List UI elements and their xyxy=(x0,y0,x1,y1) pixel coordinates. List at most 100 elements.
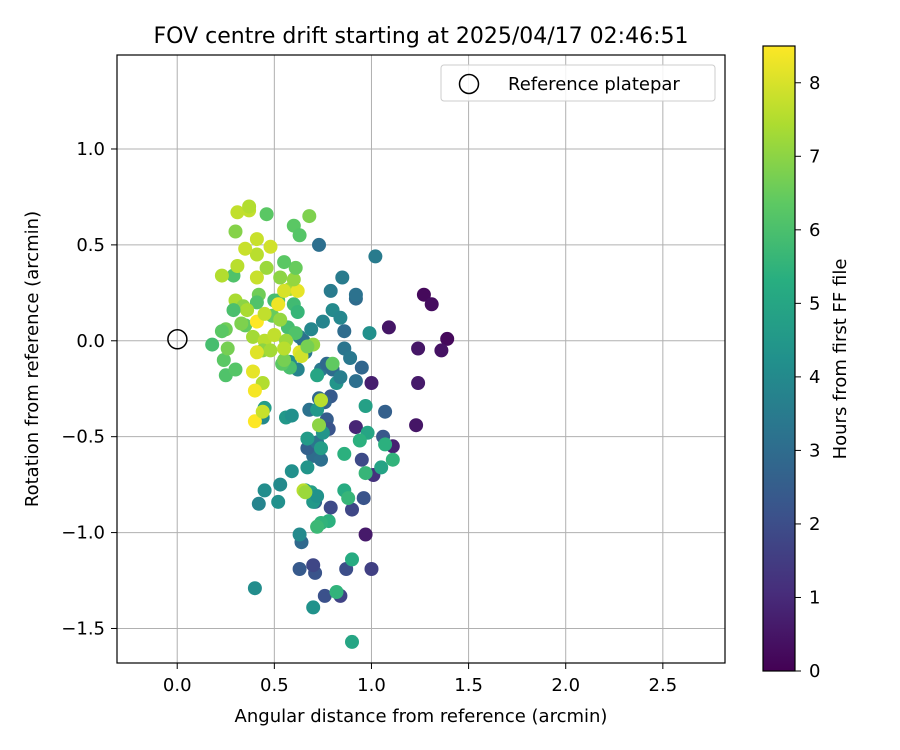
data-point xyxy=(317,588,332,603)
data-point xyxy=(362,326,377,341)
data-point xyxy=(273,270,288,285)
data-point xyxy=(228,362,243,377)
legend-reference-marker xyxy=(458,73,480,95)
data-point xyxy=(292,527,307,542)
data-point xyxy=(352,433,367,448)
colorbar-ticks: 0 1 2 3 4 5 6 7 8 xyxy=(795,73,820,682)
data-point xyxy=(251,496,266,511)
data-point xyxy=(312,237,326,252)
data-point xyxy=(249,232,264,247)
data-point xyxy=(286,272,301,287)
data-point xyxy=(343,351,358,365)
x-tick-label: 1.0 xyxy=(357,675,386,696)
plot-frame xyxy=(116,54,726,664)
data-points xyxy=(205,199,455,649)
data-point xyxy=(230,205,245,220)
data-point xyxy=(259,207,274,222)
data-point xyxy=(368,249,383,264)
colorbar-gradient xyxy=(762,45,796,672)
data-point xyxy=(358,527,373,542)
y-tick-label: 0.0 xyxy=(76,331,105,352)
data-point xyxy=(255,404,270,419)
data-point xyxy=(356,491,371,506)
colorbar-tick-label: 3 xyxy=(809,440,820,461)
data-point xyxy=(378,437,393,452)
data-point xyxy=(314,452,328,467)
data-point xyxy=(298,485,313,500)
data-point xyxy=(284,408,299,423)
data-point xyxy=(381,320,396,335)
legend: Reference platepar xyxy=(440,64,716,102)
x-tick-label: 2.0 xyxy=(551,675,580,696)
data-point xyxy=(249,270,264,285)
colorbar-tick-label: 0 xyxy=(809,661,820,682)
data-point xyxy=(333,370,348,385)
x-tick-label: 0.0 xyxy=(163,675,192,696)
data-point xyxy=(300,460,315,475)
data-point xyxy=(288,260,303,275)
data-point xyxy=(314,441,328,456)
data-point xyxy=(240,303,255,318)
data-point xyxy=(385,452,400,467)
data-point xyxy=(273,312,288,327)
data-point xyxy=(378,404,393,419)
data-point xyxy=(358,466,373,481)
data-point xyxy=(314,393,328,408)
y-tick-label: −1.5 xyxy=(61,618,105,639)
data-point xyxy=(345,552,359,567)
data-point xyxy=(354,360,369,375)
data-point xyxy=(364,562,379,576)
data-point xyxy=(364,376,379,390)
data-point xyxy=(310,489,325,504)
data-point xyxy=(247,414,262,429)
data-point xyxy=(271,297,286,312)
data-point xyxy=(292,228,307,243)
colorbar-tick-label: 5 xyxy=(809,293,820,314)
colorbar-tick-label: 8 xyxy=(809,73,820,94)
x-tick-label: 2.5 xyxy=(649,675,678,696)
data-point xyxy=(306,600,321,615)
data-point xyxy=(247,581,262,596)
data-point xyxy=(228,224,243,239)
data-point xyxy=(205,337,220,352)
data-point xyxy=(345,502,359,517)
data-point xyxy=(310,519,325,534)
data-point xyxy=(409,418,424,433)
colorbar-label: Hours from first FF file xyxy=(830,259,851,460)
data-point xyxy=(249,295,264,310)
data-point xyxy=(354,452,369,467)
data-point xyxy=(341,491,356,506)
data-point xyxy=(277,255,292,270)
colorbar-tick-label: 7 xyxy=(809,146,820,167)
data-point xyxy=(220,341,235,356)
data-point xyxy=(273,477,288,492)
data-point xyxy=(277,283,292,298)
data-point xyxy=(300,339,315,354)
data-point xyxy=(335,270,350,285)
colorbar-tick-label: 1 xyxy=(809,587,820,608)
data-point xyxy=(246,364,260,379)
reference-point-marker xyxy=(167,329,188,350)
y-tick-label: −1.0 xyxy=(61,523,105,544)
data-point xyxy=(345,634,359,649)
data-point xyxy=(348,287,363,302)
data-point xyxy=(238,241,253,256)
data-point xyxy=(267,328,282,342)
data-point xyxy=(292,562,307,576)
data-point xyxy=(358,399,373,413)
data-point xyxy=(434,343,449,358)
data-point xyxy=(246,329,260,344)
data-point xyxy=(249,345,264,360)
data-point xyxy=(310,368,325,383)
data-point xyxy=(249,247,264,262)
data-point xyxy=(325,356,340,371)
colorbar-tick-label: 2 xyxy=(809,514,820,535)
data-point xyxy=(288,326,303,341)
data-point xyxy=(348,374,363,389)
colorbar-tick-label: 4 xyxy=(809,367,820,388)
data-point xyxy=(306,558,321,573)
x-tick-label: 1.5 xyxy=(454,675,483,696)
data-point xyxy=(337,446,352,461)
data-point xyxy=(424,297,439,312)
